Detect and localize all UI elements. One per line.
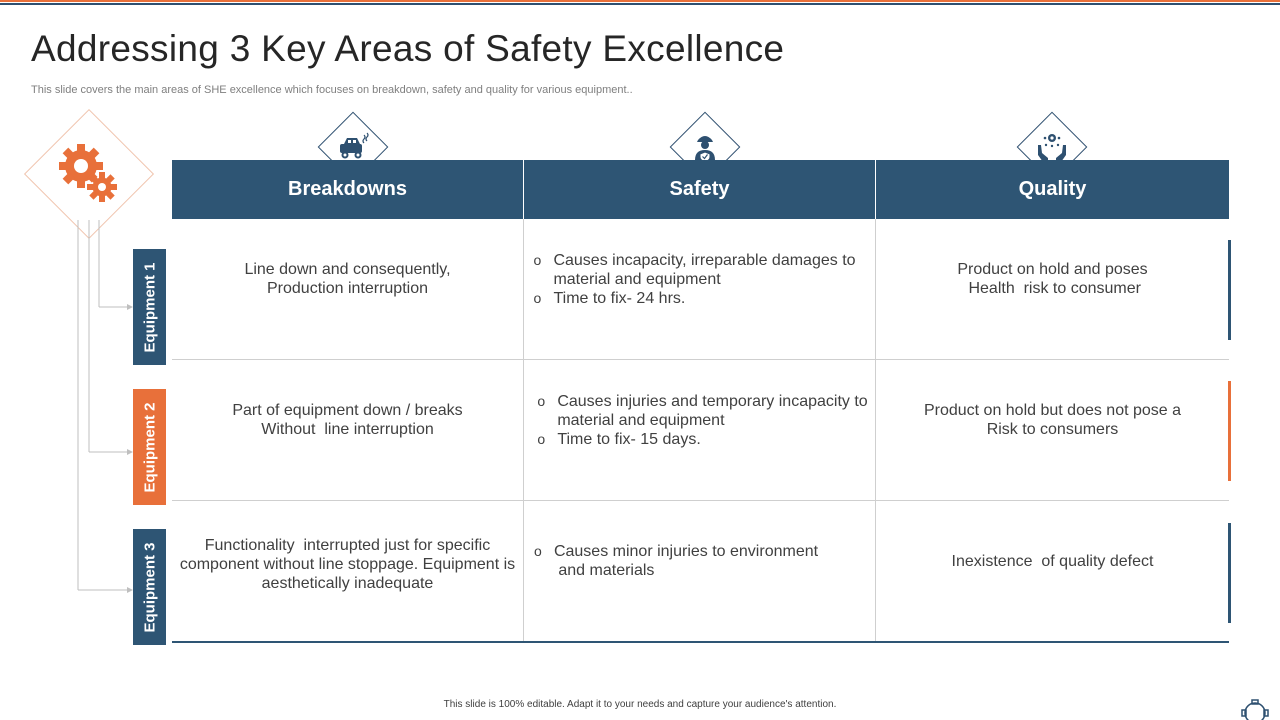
equipment-2-label: Equipment 2 — [133, 389, 166, 505]
table-body: Line down and consequently, Production i… — [172, 219, 1229, 643]
safety-cell: Causes injuries and temporary incapacity… — [524, 360, 876, 500]
safety-cell: Causes minor injuries to environment and… — [524, 501, 876, 641]
row-accent-bar — [1228, 381, 1231, 481]
footer-note: This slide is 100% editable. Adapt it to… — [443, 699, 837, 710]
gears-icon — [54, 139, 124, 209]
cell-text: Health risk to consumer — [964, 280, 1141, 297]
quality-cell: Product on hold and poses Health risk to… — [876, 219, 1229, 359]
hands-quality-icon — [1016, 111, 1088, 183]
equipment-3-label: Equipment 3 — [133, 529, 166, 645]
cell-text: Production interruption — [267, 280, 428, 297]
bullet-item: Causes injuries and temporary incapacity… — [537, 392, 867, 430]
table-row: Part of equipment down / breaks Without … — [172, 360, 1229, 501]
breakdowns-cell: Functionality interrupted just for speci… — [172, 501, 524, 641]
breakdowns-cell: Line down and consequently, Production i… — [172, 219, 524, 359]
bullet-item: Causes incapacity, irreparable damages t… — [533, 251, 855, 289]
cell-text: Without line interruption — [261, 421, 434, 438]
header-quality: Quality — [1018, 178, 1087, 200]
table-row: Functionality interrupted just for speci… — [172, 501, 1229, 643]
broken-car-icon — [317, 111, 389, 183]
header-safety: Safety — [524, 160, 876, 219]
slide-title: Addressing 3 Key Areas of Safety Excelle… — [31, 28, 785, 69]
bullet-item: Time to fix- 24 hrs. — [533, 289, 855, 308]
cell-text: Line down and consequently, — [244, 261, 451, 278]
breakdowns-cell: Part of equipment down / breaks Without … — [172, 360, 524, 500]
equipment-label-text: Equipment 3 — [141, 541, 159, 633]
gear-outline-icon — [1241, 699, 1269, 720]
row-accent-bar — [1228, 523, 1231, 623]
cell-text: Product on hold but does not pose a — [923, 402, 1182, 419]
table-row: Line down and consequently, Production i… — [172, 219, 1229, 360]
cell-text: Inexistence of quality defect — [951, 552, 1154, 570]
row-accent-bar — [1228, 240, 1231, 340]
bullet-item: Causes minor injuries to environment and… — [534, 542, 818, 580]
worker-shield-icon — [669, 111, 741, 183]
header-breakdowns: Breakdowns — [172, 160, 524, 219]
equipment-label-text: Equipment 2 — [141, 401, 159, 493]
cell-text: Part of equipment down / breaks — [232, 402, 463, 419]
safety-cell: Causes incapacity, irreparable damages t… — [524, 219, 876, 359]
quality-cell: Product on hold but does not pose a Risk… — [876, 360, 1229, 500]
table-header: Breakdowns Safety Quality — [172, 160, 1229, 219]
quality-cell: Inexistence of quality defect — [876, 501, 1229, 641]
equipment-label-text: Equipment 1 — [141, 261, 159, 353]
cell-text: component without line stoppage. Equipme… — [179, 556, 516, 573]
bullet-item: Time to fix- 15 days. — [537, 430, 867, 449]
cell-text: aesthetically inadequate — [261, 575, 434, 592]
cell-text: Functionality interrupted just for speci… — [204, 537, 491, 554]
equipment-1-label: Equipment 1 — [133, 249, 166, 365]
cell-text: Product on hold and poses — [957, 261, 1148, 278]
cell-text: Risk to consumers — [986, 421, 1119, 438]
top-accent-line — [0, 0, 1280, 5]
slide-subtitle: This slide covers the main areas of SHE … — [31, 84, 633, 96]
